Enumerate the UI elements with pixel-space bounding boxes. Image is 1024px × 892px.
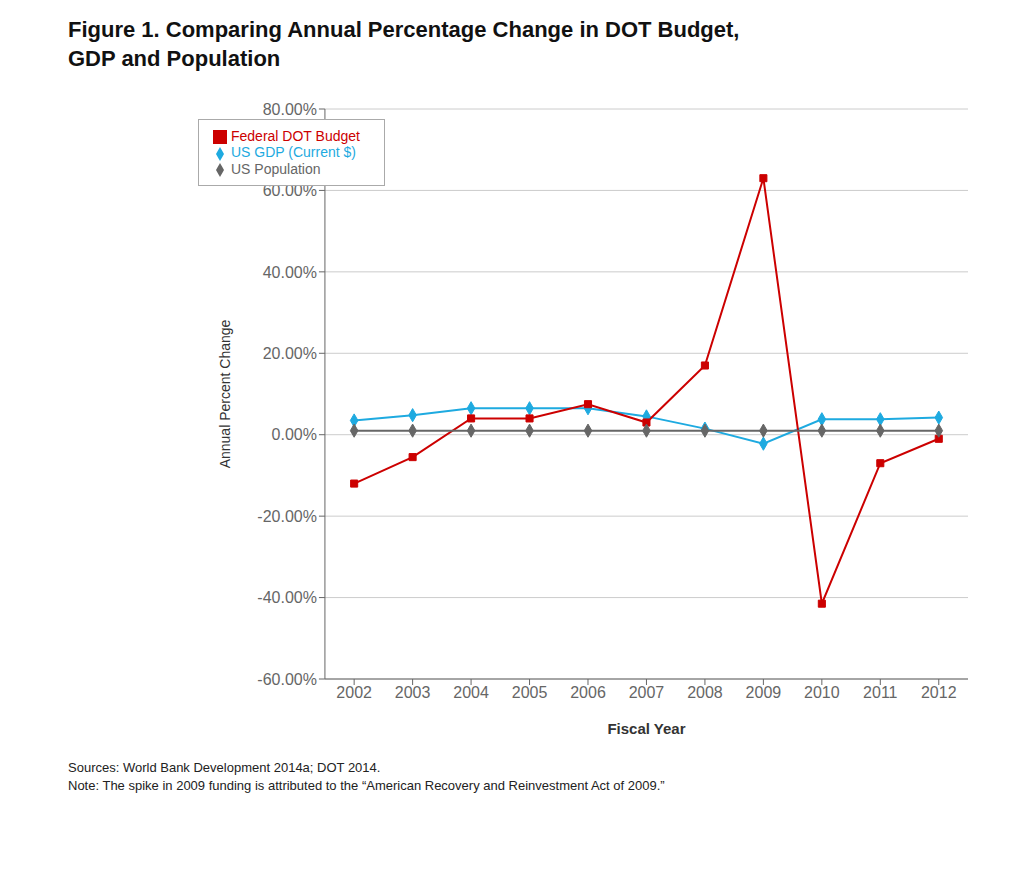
svg-text:80.00%: 80.00% [263,101,317,118]
svg-text:2006: 2006 [570,685,606,702]
svg-text:Annual Percent Change: Annual Percent Change [217,320,233,469]
svg-text:2007: 2007 [629,685,665,702]
svg-text:2008: 2008 [687,685,723,702]
html-text:Note: The spike in 2009 fundin: Note: The spike in 2009 funding is attri… [68,778,665,794]
svg-text:-60.00%: -60.00% [257,671,317,688]
svg-text:20.00%: 20.00% [263,345,317,362]
html-text:Federal DOT Budget: Federal DOT Budget [231,128,360,145]
svg-text:60.00%: 60.00% [263,182,317,199]
svg-text:2011: 2011 [863,685,898,702]
svg-text:2005: 2005 [512,685,548,702]
html-text:Sources: World Bank Developmen: Sources: World Bank Development 2014a; D… [68,760,381,776]
svg-text:2012: 2012 [921,685,957,702]
html-text:US Population: US Population [231,160,321,177]
svg-text:40.00%: 40.00% [263,264,317,281]
html-text:US GDP (Current $): US GDP (Current $) [231,144,356,161]
html-text:Figure 1. Comparing Annual Per: Figure 1. Comparing Annual Percentage Ch… [68,17,740,71]
svg-text:-40.00%: -40.00% [257,589,317,606]
svg-text:Fiscal Year: Fiscal Year [607,720,685,737]
svg-text:2009: 2009 [746,685,782,702]
svg-text:2002: 2002 [336,685,372,702]
svg-text:2004: 2004 [453,685,489,702]
svg-text:0.00%: 0.00% [272,427,317,444]
svg-text:2003: 2003 [395,685,431,702]
svg-text:2010: 2010 [804,685,840,702]
svg-text:-20.00%: -20.00% [257,508,317,525]
